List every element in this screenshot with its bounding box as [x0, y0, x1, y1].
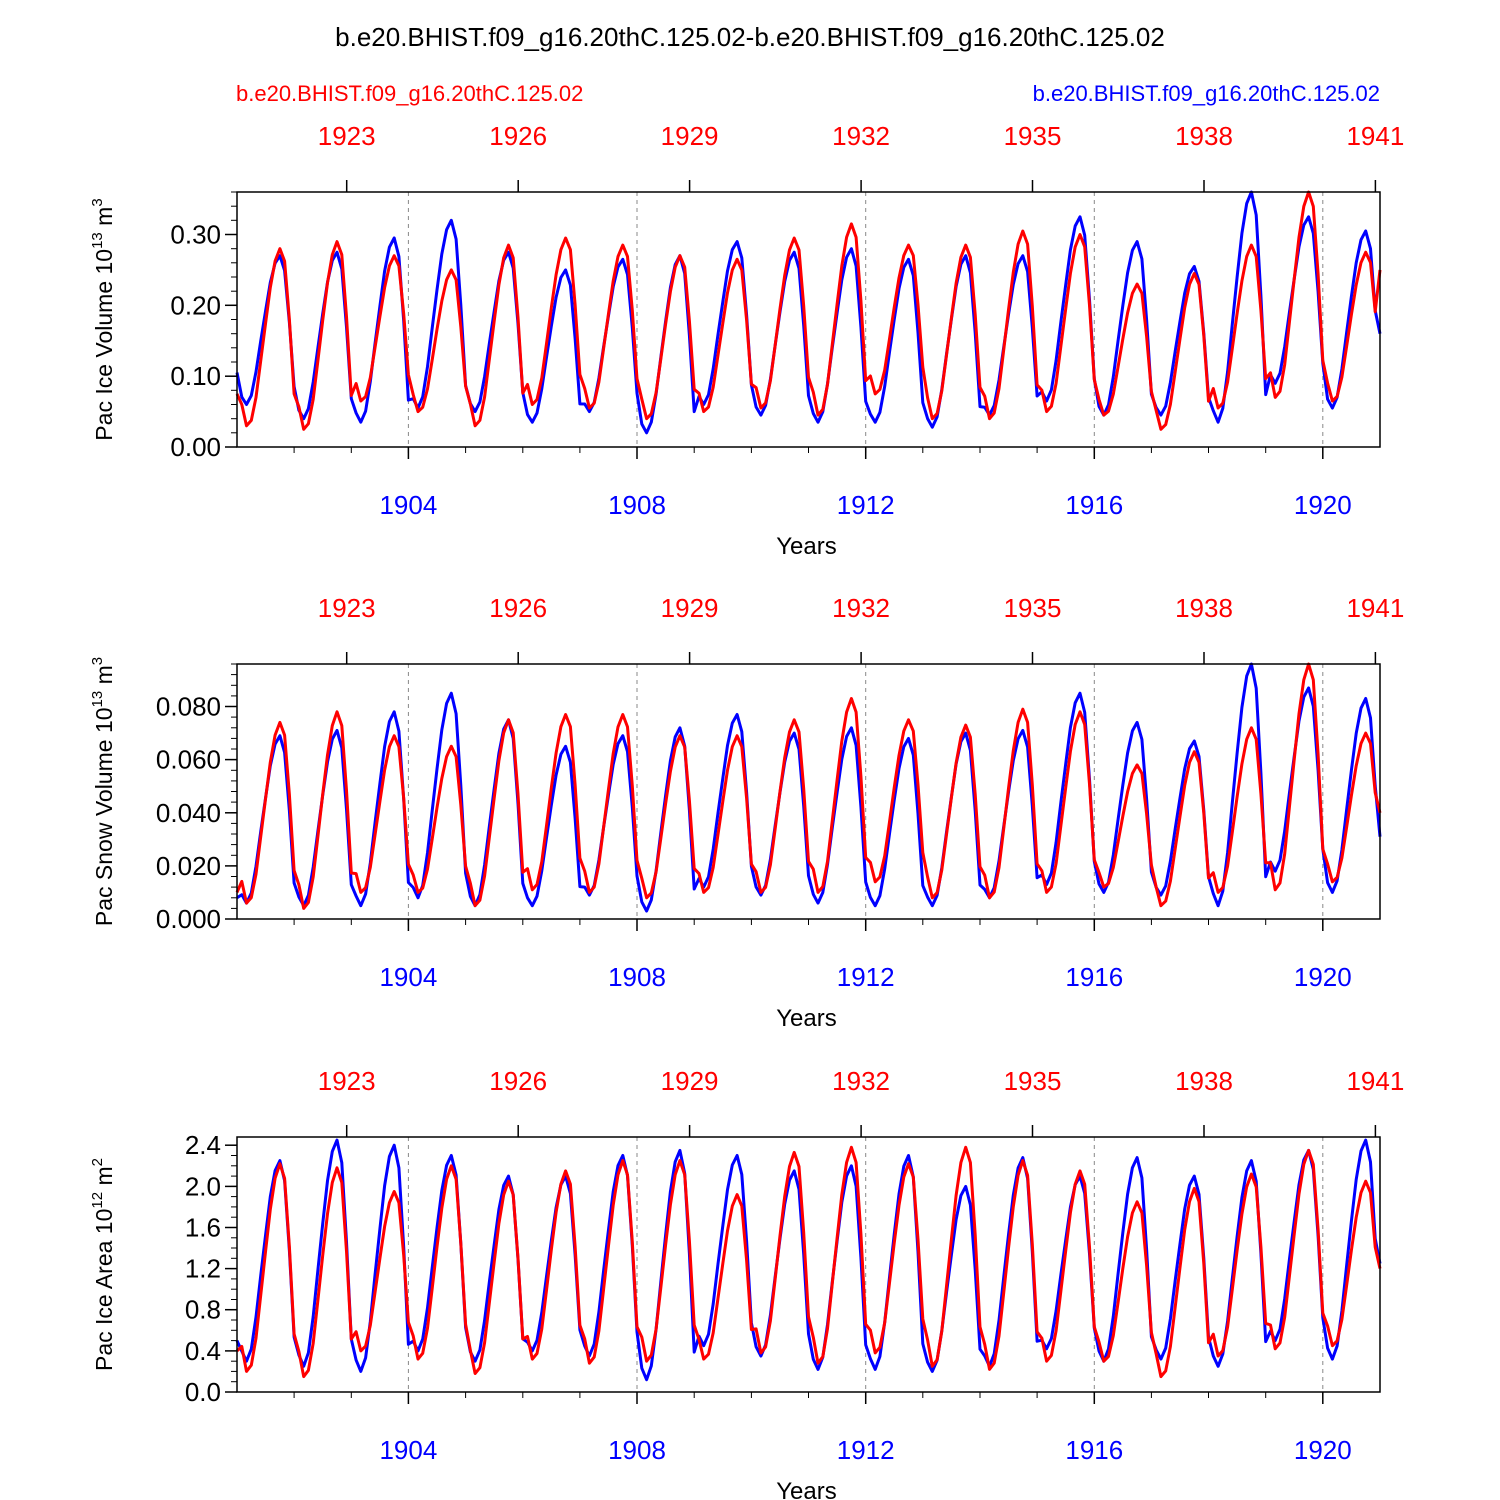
- y-tick-label: 0.8: [185, 1295, 221, 1325]
- x-tick-label-bottom: 1908: [608, 1435, 666, 1465]
- y-tick-label: 0.060: [156, 745, 221, 775]
- y-tick-label: 0.040: [156, 798, 221, 828]
- x-tick-label-top: 1938: [1175, 121, 1233, 151]
- x-tick-label-top: 1935: [1004, 121, 1062, 151]
- y-tick-label: 0.080: [156, 692, 221, 722]
- y-tick-label: 1.6: [185, 1213, 221, 1243]
- series-line-blue-ice-volume: [235, 190, 1382, 435]
- x-tick-label-top: 1941: [1346, 593, 1404, 623]
- y-axis-label-superscript: 3: [89, 657, 106, 665]
- y-axis-label: Pac Snow Volume 1013 m3: [89, 657, 117, 926]
- y-axis-label-text: m: [91, 665, 117, 691]
- x-tick-label-top: 1923: [318, 121, 376, 151]
- y-axis-label-text: Pac Ice Area 10: [91, 1209, 117, 1371]
- x-tick-label-bottom: 1904: [379, 490, 437, 520]
- y-axis-label-superscript: 13: [89, 232, 106, 249]
- x-tick-label-top: 1938: [1175, 593, 1233, 623]
- panel-ice-area: 0.0 0.4 0.8 1.2 1.6 2.0 2.4 1904 1908 1912 1916 192…: [89, 1066, 1404, 1500]
- x-tick-label-top: 1941: [1346, 121, 1404, 151]
- figure-title: b.e20.BHIST.f09_g16.20thC.125.02-b.e20.B…: [335, 22, 1165, 52]
- y-axis-label: Pac Ice Volume 1013 m3: [89, 198, 117, 440]
- y-axis-label-text: m: [91, 207, 117, 233]
- x-axis-label: Years: [776, 1005, 837, 1032]
- x-tick-label-top: 1923: [318, 593, 376, 623]
- y-tick-label: 0.20: [170, 290, 221, 320]
- y-axis-label-superscript: 12: [89, 1192, 106, 1209]
- y-tick-label: 1.2: [185, 1254, 221, 1284]
- y-tick-label: 0.000: [156, 904, 221, 934]
- x-axis-label: Years: [776, 1478, 837, 1500]
- x-tick-label-bottom: 1920: [1294, 962, 1352, 992]
- x-tick-label-top: 1929: [661, 593, 719, 623]
- series-line-red-ice-volume: [235, 190, 1382, 431]
- y-axis-label: Pac Ice Area 1012 m2: [89, 1158, 117, 1371]
- y-axis-label-text: m: [91, 1166, 117, 1192]
- series-line-blue-ice-area: [235, 1138, 1382, 1382]
- x-tick-label-top: 1926: [489, 1066, 547, 1096]
- y-axis-label-text: Pac Snow Volume 10: [91, 707, 117, 926]
- case-label-red: b.e20.BHIST.f09_g16.20thC.125.02: [236, 81, 583, 106]
- x-tick-label-bottom: 1908: [608, 962, 666, 992]
- x-tick-label-bottom: 1916: [1065, 962, 1123, 992]
- y-axis-label-superscript: 3: [89, 198, 106, 206]
- y-tick-label: 0.4: [185, 1336, 221, 1366]
- y-tick-label: 2.4: [185, 1130, 221, 1160]
- series-line-blue-snow-volume: [236, 662, 1382, 913]
- x-tick-label-bottom: 1916: [1065, 1435, 1123, 1465]
- x-tick-label-top: 1932: [832, 121, 890, 151]
- y-tick-label: 0.0: [185, 1377, 221, 1407]
- panel-snow-volume: 0.000 0.020 0.040 0.060 0.080 1904 1908 1912 191…: [89, 593, 1404, 1032]
- x-tick-label-top: 1929: [661, 1066, 719, 1096]
- y-axis-label-superscript: 13: [89, 691, 106, 708]
- x-tick-label-bottom: 1912: [837, 962, 895, 992]
- x-tick-label-top: 1926: [489, 121, 547, 151]
- case-label-blue: b.e20.BHIST.f09_g16.20thC.125.02: [1033, 81, 1380, 106]
- x-tick-label-bottom: 1904: [379, 1435, 437, 1465]
- panel-ice-volume: 0.00 0.10 0.20 0.30 1904 1908 1912 1916 1920 1923…: [89, 121, 1404, 560]
- x-tick-label-bottom: 1916: [1065, 490, 1123, 520]
- x-tick-label-top: 1929: [661, 121, 719, 151]
- y-tick-label: 2.0: [185, 1171, 221, 1201]
- x-tick-label-top: 1932: [832, 593, 890, 623]
- x-tick-label-bottom: 1920: [1294, 490, 1352, 520]
- x-axis-label: Years: [776, 533, 837, 560]
- x-tick-label-top: 1935: [1004, 1066, 1062, 1096]
- y-tick-label: 0.10: [170, 361, 221, 391]
- x-tick-label-top: 1932: [832, 1066, 890, 1096]
- x-tick-label-top: 1926: [489, 593, 547, 623]
- x-tick-label-bottom: 1920: [1294, 1435, 1352, 1465]
- series-line-red-snow-volume: [235, 662, 1382, 910]
- x-tick-label-bottom: 1912: [837, 490, 895, 520]
- y-tick-label: 0.00: [170, 432, 221, 462]
- x-tick-label-top: 1938: [1175, 1066, 1233, 1096]
- x-tick-label-bottom: 1904: [379, 962, 437, 992]
- y-axis-label-text: Pac Ice Volume 10: [91, 249, 117, 441]
- x-tick-label-bottom: 1908: [608, 490, 666, 520]
- series-line-red-ice-area: [235, 1145, 1382, 1379]
- x-tick-label-bottom: 1912: [837, 1435, 895, 1465]
- y-tick-label: 0.020: [156, 851, 221, 881]
- y-axis-label-superscript: 2: [89, 1158, 106, 1166]
- x-tick-label-top: 1923: [318, 1066, 376, 1096]
- x-tick-label-top: 1941: [1346, 1066, 1404, 1096]
- x-tick-label-top: 1935: [1004, 593, 1062, 623]
- y-tick-label: 0.30: [170, 220, 221, 250]
